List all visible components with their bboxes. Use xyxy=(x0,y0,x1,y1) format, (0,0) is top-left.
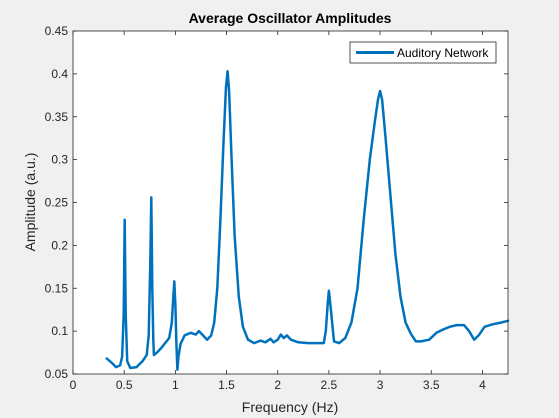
legend-box xyxy=(349,41,497,64)
x-axis-label: Frequency (Hz) xyxy=(242,399,338,415)
y-tick-label: 0.05 xyxy=(45,367,69,381)
x-tick-label: 0.5 xyxy=(116,378,133,392)
series-line-auditory-network xyxy=(105,70,510,371)
y-axis-label: Amplitude (a.u.) xyxy=(22,153,38,252)
x-tick-label: 3 xyxy=(377,378,384,392)
series-layer xyxy=(105,70,510,371)
x-tick-label: 2.5 xyxy=(321,378,338,392)
chart-title: Average Oscillator Amplitudes xyxy=(189,10,392,26)
x-axis-ticks: 0 0.5 1 1.5 2 2.5 3 3.5 4 xyxy=(70,31,486,392)
y-tick-label: 0.35 xyxy=(45,110,69,124)
y-tick-label: 0.1 xyxy=(51,324,68,338)
legend-entry-label: Auditory Network xyxy=(397,46,489,60)
legend: Auditory Network xyxy=(349,41,497,64)
y-tick-label: 0.15 xyxy=(45,281,69,295)
axes-box xyxy=(72,30,509,375)
x-tick-label: 4 xyxy=(479,378,486,392)
x-tick-label: 1.5 xyxy=(218,378,235,392)
y-tick-label: 0.2 xyxy=(51,238,68,252)
x-tick-label: 3.5 xyxy=(423,378,440,392)
x-tick-label: 0 xyxy=(70,378,77,392)
y-axis-ticks: 0.05 0.1 0.15 0.2 0.25 0.3 0.35 0.4 0.45 xyxy=(45,24,508,381)
y-tick-label: 0.3 xyxy=(51,153,68,167)
x-tick-label: 2 xyxy=(274,378,281,392)
y-tick-label: 0.45 xyxy=(45,24,69,38)
y-tick-label: 0.4 xyxy=(51,67,68,81)
x-tick-label: 1 xyxy=(172,378,179,392)
plot-area xyxy=(73,31,508,374)
y-tick-label: 0.25 xyxy=(45,196,69,210)
